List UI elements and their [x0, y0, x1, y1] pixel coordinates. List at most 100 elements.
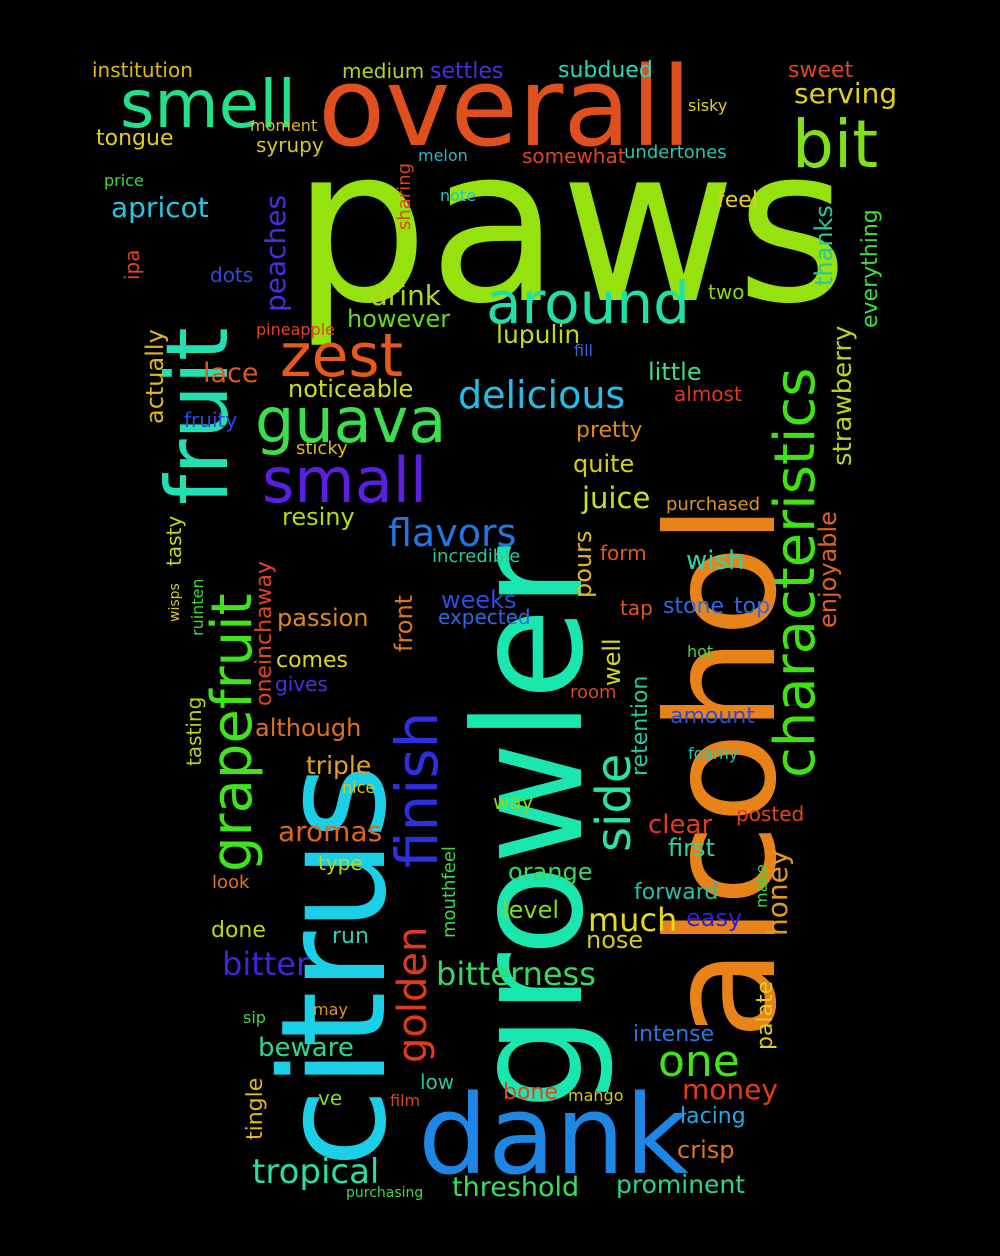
word: drink: [370, 279, 442, 312]
word: dots: [210, 263, 254, 287]
word: undertones: [624, 142, 727, 163]
word: beware: [258, 1033, 354, 1063]
word: apricot: [111, 191, 209, 224]
word: actually: [141, 329, 169, 424]
word: two: [708, 280, 745, 304]
word: expected: [438, 605, 531, 629]
word: somewhat: [522, 144, 626, 168]
word: posted: [736, 802, 805, 826]
word: stone: [663, 594, 725, 619]
word: smell: [120, 66, 296, 143]
word: syrupy: [256, 133, 324, 157]
word: nose: [586, 926, 644, 954]
word: finish: [383, 711, 451, 868]
word: first: [668, 834, 715, 862]
word: bitter: [222, 945, 310, 983]
word: purchasing: [346, 1185, 424, 1201]
word: palate: [753, 980, 778, 1050]
word: bit: [792, 106, 879, 183]
word: ipa: [120, 249, 144, 280]
word: may: [313, 1000, 348, 1019]
word: front: [390, 594, 418, 652]
word: intense: [633, 1022, 715, 1047]
word: done: [211, 918, 266, 943]
word: crisp: [677, 1136, 735, 1164]
word: zest: [280, 321, 404, 391]
word: pours: [569, 530, 597, 599]
word: tropical: [252, 1152, 380, 1192]
word: aromas: [278, 815, 383, 848]
word: small: [262, 444, 428, 517]
word: well: [598, 638, 626, 686]
word: tasting: [182, 696, 206, 766]
word: mouthfeel: [439, 846, 460, 938]
word: overall: [318, 43, 692, 171]
word: room: [570, 682, 617, 703]
word: prominent: [616, 1170, 746, 1199]
word: around: [486, 269, 690, 337]
word: hot: [687, 642, 714, 661]
word: clear: [648, 810, 713, 840]
word: fill: [574, 341, 593, 360]
word: type: [318, 851, 363, 875]
word: little: [648, 358, 702, 386]
word: delicious: [458, 373, 626, 417]
word: lupulin: [496, 320, 581, 349]
word: sharing: [394, 162, 415, 230]
word: serving: [794, 77, 898, 110]
word: passion: [277, 604, 369, 632]
word: way: [493, 790, 534, 814]
word: settles: [430, 59, 504, 84]
word: foamy: [688, 744, 739, 763]
word: tap: [620, 596, 653, 620]
word: retention: [628, 675, 653, 776]
word: tasty: [162, 515, 186, 566]
word: oneinchaway: [252, 560, 277, 706]
word: flavors: [388, 511, 517, 555]
word: feel: [717, 188, 758, 213]
word: everything: [858, 209, 883, 328]
word: comes: [276, 648, 348, 673]
word: lacing: [680, 1104, 746, 1129]
word: tongue: [96, 126, 174, 151]
word: pineapple: [256, 320, 335, 339]
word: incredible: [432, 546, 521, 567]
word: ve: [318, 1086, 343, 1110]
word: forward: [634, 880, 719, 905]
word: tingle: [243, 1077, 268, 1140]
word: bitterness: [436, 955, 596, 993]
word: sip: [243, 1008, 266, 1027]
word: thanks: [810, 205, 838, 286]
word: triple: [306, 751, 372, 780]
word: almost: [674, 382, 742, 406]
word: sisky: [688, 96, 728, 115]
word: one: [658, 1036, 740, 1087]
word: peaches: [259, 194, 292, 312]
word: quite: [573, 450, 635, 478]
word: subdued: [558, 58, 653, 83]
word: note: [440, 186, 477, 205]
word: money: [682, 1073, 778, 1106]
word: resiny: [282, 503, 355, 531]
word: institution: [92, 58, 193, 82]
word: growler: [443, 546, 617, 1110]
word: level: [502, 896, 560, 924]
word: look: [212, 872, 250, 893]
word: purchased: [666, 494, 761, 515]
word: golden: [390, 926, 436, 1063]
word: juice: [582, 481, 651, 515]
word: gives: [275, 672, 328, 696]
word: low: [420, 1070, 455, 1094]
word: wisps: [167, 583, 183, 622]
word: melon: [418, 146, 468, 165]
word: make: [752, 864, 771, 908]
word: sweet: [788, 58, 854, 83]
word: paws: [292, 100, 849, 351]
word: nice: [342, 778, 376, 797]
word: although: [255, 714, 362, 742]
word: sticky: [296, 438, 348, 459]
word: lace: [203, 358, 259, 389]
word: orange: [508, 858, 593, 886]
word: noticeable: [288, 375, 414, 403]
